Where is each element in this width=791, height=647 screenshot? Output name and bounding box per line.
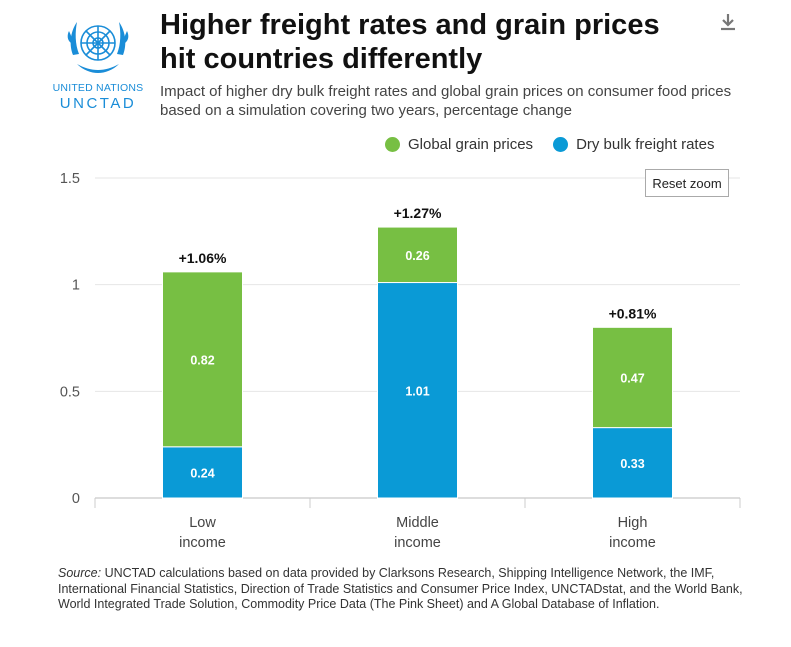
data-label-freight: 1.01 <box>405 384 429 398</box>
x-category-label: income <box>179 535 226 551</box>
logo-text-line2: UNCTAD <box>59 95 137 112</box>
x-category-label: income <box>394 535 441 551</box>
x-category-label: income <box>609 535 656 551</box>
legend-item-grain[interactable]: Global grain prices <box>385 136 533 153</box>
unctad-logo: UNITED NATIONS UNCTAD <box>50 10 146 112</box>
y-tick-label: 1 <box>72 278 80 294</box>
legend-label-grain: Global grain prices <box>408 135 534 153</box>
data-label-freight: 0.33 <box>620 457 644 471</box>
bar-segment-freight <box>377 282 458 499</box>
legend-item-freight[interactable]: Dry bulk freight rates <box>553 136 714 153</box>
chart-title: Higher freight rates and grain prices hi… <box>160 9 660 75</box>
reset-zoom-button[interactable]: Reset zoom <box>645 169 729 197</box>
data-label-total: +0.81% <box>609 305 657 321</box>
chart-subtitle: Impact of higher dry bulk freight rates … <box>160 83 732 119</box>
download-button[interactable] <box>714 8 742 36</box>
data-label-freight: 0.24 <box>190 466 214 480</box>
source-note: Source: UNCTAD calculations based on dat… <box>58 566 748 613</box>
data-label-total: +1.06% <box>179 250 227 266</box>
data-label-total: +1.27% <box>394 205 442 221</box>
x-category-label: Low <box>189 515 216 531</box>
x-category-label: High <box>618 515 648 531</box>
y-tick-label: 1.5 <box>60 171 80 187</box>
source-prefix: Source: <box>58 566 102 580</box>
x-category-label: Middle <box>396 515 439 531</box>
stacked-bar-chart: 0 0.5 1 1.5 0.24 0.82 +1.06% Low income 1.01 0.26 +… <box>60 171 741 551</box>
y-tick-label: 0.5 <box>60 384 80 400</box>
download-icon <box>721 14 735 31</box>
bar-segment-grain <box>162 271 243 448</box>
legend-swatch-grain <box>385 136 400 152</box>
legend-label-freight: Dry bulk freight rates <box>576 135 715 153</box>
data-label-grain: 0.47 <box>620 371 644 385</box>
logo-text-line1: UNITED NATIONS <box>52 82 144 94</box>
un-emblem-icon <box>67 22 129 73</box>
bar-segment-grain <box>592 326 673 429</box>
legend-swatch-freight <box>553 136 569 152</box>
chart-legend: Global grain prices Dry bulk freight rat… <box>385 133 714 155</box>
data-label-grain: 0.26 <box>405 249 429 263</box>
bar-segment-grain <box>377 226 458 284</box>
data-label-grain: 0.82 <box>190 353 214 367</box>
y-tick-label: 0 <box>72 491 80 507</box>
source-text: UNCTAD calculations based on data provid… <box>58 566 743 611</box>
